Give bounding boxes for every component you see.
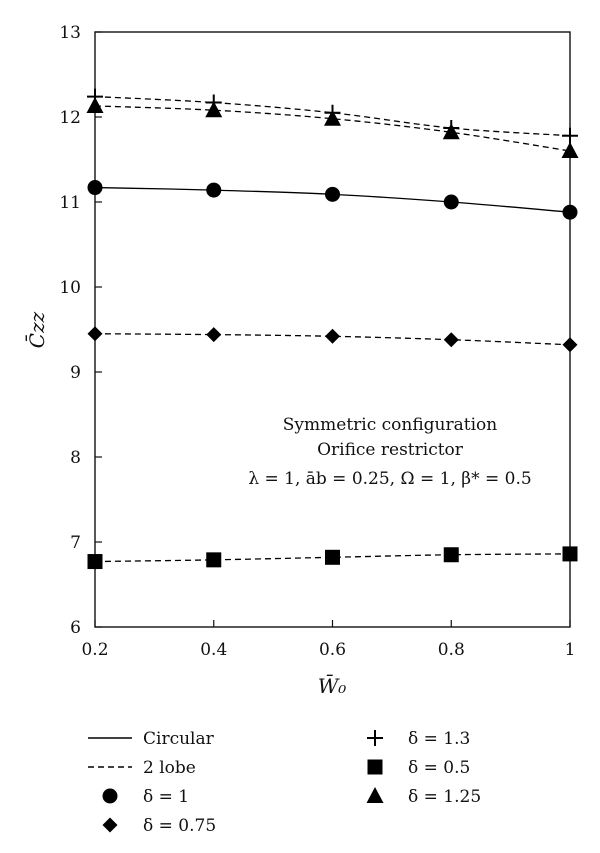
data-point-triangle [561,142,579,158]
legend-item: δ = 1 [102,787,189,807]
legend-item: 2 lobe [88,758,196,778]
legend-label: δ = 1.25 [408,787,481,807]
y-tick-label: 12 [59,108,81,128]
series-diamond [87,326,578,353]
series-layer [86,88,579,570]
y-tick-label: 7 [70,533,81,553]
data-point-diamond [443,332,459,348]
legend-diamond-marker [102,817,118,833]
legend-circle-marker [102,788,118,804]
legend-item: Circular [88,729,215,749]
data-point-circle [206,182,222,198]
x-tick-label: 1 [565,640,576,660]
legend-triangle-marker [366,787,384,803]
data-point-square [325,549,340,565]
x-axis-label: W̄₀ [318,673,347,698]
legend-item: δ = 1.3 [367,729,470,749]
legend-label: δ = 0.5 [408,758,470,778]
data-point-triangle [205,101,223,118]
annotation-line-2: Orifice restrictor [317,440,464,460]
annotation-line-3: λ = 1, āb = 0.25, Ω = 1, β* = 0.5 [248,469,531,489]
data-point-triangle [324,109,341,126]
y-axis-label: C̄zz [24,311,49,348]
legend: Circular 2 lobe δ = 1 δ = 0.75 δ = 1.3 δ = 0.… [88,729,481,836]
legend-item: δ = 0.5 [367,758,470,778]
data-point-square [562,546,578,562]
y-tick-label: 13 [59,23,81,43]
data-point-circle [325,186,340,202]
data-point-diamond [206,327,222,343]
legend-square-marker [367,759,383,775]
y-tick-label: 8 [70,448,81,468]
data-point-square [443,547,459,563]
series-square [87,546,578,570]
data-point-diamond [562,337,578,353]
data-point-diamond [325,328,340,344]
legend-label: 2 lobe [143,758,196,778]
data-point-circle [443,194,459,210]
legend-item: δ = 0.75 [102,816,216,836]
x-tick-label: 0.4 [200,640,227,660]
y-tick-label: 6 [70,618,81,638]
y-axis-ticks: 6 7 8 9 10 11 12 13 [59,23,102,638]
x-tick-label: 0.6 [319,640,346,660]
legend-label: δ = 0.75 [143,816,216,836]
data-point-square [87,554,103,570]
series-triangle [86,96,579,158]
y-tick-label: 9 [70,363,81,383]
y-tick-label: 11 [59,193,81,213]
data-point-circle [87,180,103,196]
series-circle [87,180,578,220]
legend-plus-marker [367,730,383,746]
legend-item: δ = 1.25 [366,787,481,807]
legend-label: δ = 1.3 [408,729,470,749]
annotation: Symmetric configuration Orifice restrict… [248,415,531,489]
x-tick-label: 0.2 [81,640,108,660]
legend-label: δ = 1 [143,787,189,807]
annotation-line-1: Symmetric configuration [283,415,498,435]
data-point-circle [562,204,578,220]
data-point-triangle [442,123,460,140]
data-point-triangle [86,96,104,113]
data-point-plus [562,127,578,144]
legend-label: Circular [143,729,215,749]
y-tick-label: 10 [59,278,81,298]
x-axis-ticks: 0.2 0.4 0.6 0.8 1 [81,620,575,660]
x-tick-label: 0.8 [438,640,465,660]
data-point-diamond [87,326,103,342]
data-point-square [206,552,222,568]
